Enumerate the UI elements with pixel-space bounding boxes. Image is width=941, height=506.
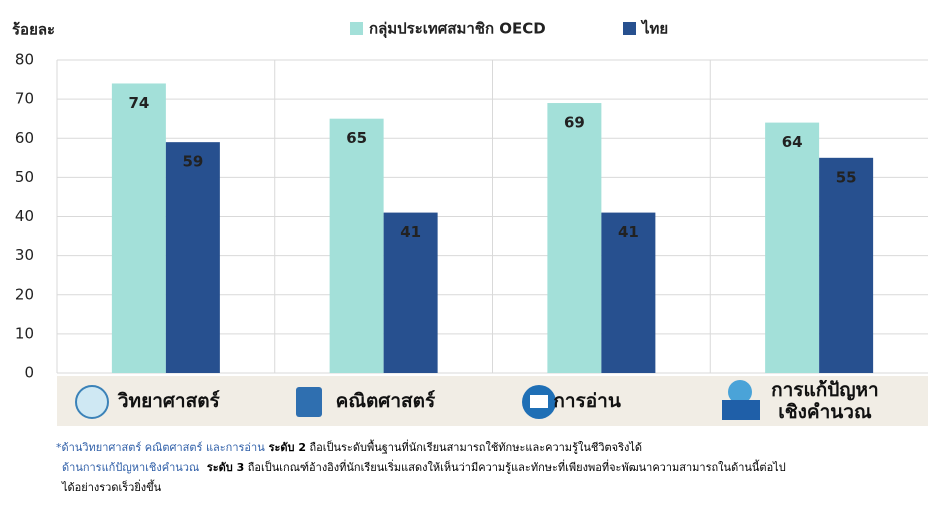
bar [111, 83, 166, 373]
value-label: 65 [346, 129, 367, 147]
category-strip [57, 376, 928, 426]
value-label: 74 [128, 94, 149, 112]
value-label: 55 [836, 168, 857, 186]
y-tick-label: 60 [15, 129, 34, 147]
footnote-text: ระดับ 2 [264, 441, 306, 454]
footnote-text: ระดับ 3 [199, 461, 245, 474]
footnote: *ด้านวิทยาศาสตร์ คณิตศาสตร์ และการอ่าน ร… [56, 438, 786, 498]
footnote-line: ด้านการแก้ปัญหาเชิงคำนวณ ระดับ 3 ถือเป็น… [56, 458, 786, 478]
value-label: 41 [400, 223, 421, 241]
footnote-line: *ด้านวิทยาศาสตร์ คณิตศาสตร์ และการอ่าน ร… [56, 438, 786, 458]
bar [819, 157, 874, 373]
y-tick-label: 0 [24, 364, 34, 382]
legend-swatch [350, 22, 363, 35]
legend-swatch [623, 22, 636, 35]
y-tick-label: 40 [15, 207, 34, 225]
legend-label: ไทย [640, 19, 668, 38]
y-tick-label: 10 [15, 324, 34, 342]
y-tick-label: 70 [15, 90, 34, 108]
y-tick-label: 30 [15, 246, 34, 264]
value-label: 64 [782, 133, 803, 151]
footnote-text: ถือเป็นระดับพื้นฐานที่นักเรียนสามารถใช้ท… [306, 441, 643, 454]
value-label: 69 [564, 114, 585, 132]
footnote-line: ได้อย่างรวดเร็วยิ่งขึ้น [56, 478, 786, 498]
footnote-text: ได้อย่างรวดเร็วยิ่งขึ้น [62, 481, 162, 494]
x-tick-label: การแก้ปัญหา เชิงคำนวณ [771, 379, 879, 423]
bar [547, 103, 602, 373]
legend-label: กลุ่มประเทศสมาชิก OECD [369, 20, 546, 39]
bar [601, 212, 656, 373]
x-tick-label: คณิตศาสตร์ [335, 390, 436, 412]
x-tick-label: การอ่าน [553, 390, 621, 412]
footnote-text: *ด้านวิทยาศาสตร์ คณิตศาสตร์ และการอ่าน [56, 441, 265, 454]
x-tick-label: วิทยาศาสตร์ [117, 390, 220, 412]
bar [765, 122, 820, 373]
bar [329, 118, 384, 373]
y-tick-label: 20 [15, 285, 34, 303]
y-axis-label: ร้อยละ [12, 21, 55, 39]
value-label: 41 [618, 223, 639, 241]
value-label: 59 [182, 153, 203, 171]
bar [383, 212, 438, 373]
icons [75, 380, 760, 420]
footnote-text: ด้านการแก้ปัญหาเชิงคำนวณ [62, 461, 200, 474]
y-tick-label: 80 [15, 51, 34, 69]
chart: ร้อยละ 0 10 20 30 40 50 60 70 80 กลุ่มประเทศสมาชิ… [12, 19, 928, 426]
y-tick-label: 50 [15, 168, 34, 186]
footnote-text: ถือเป็นเกณฑ์อ้างอิงที่นักเรียนเริ่มแสดงใ… [244, 461, 786, 474]
bar [165, 142, 220, 373]
